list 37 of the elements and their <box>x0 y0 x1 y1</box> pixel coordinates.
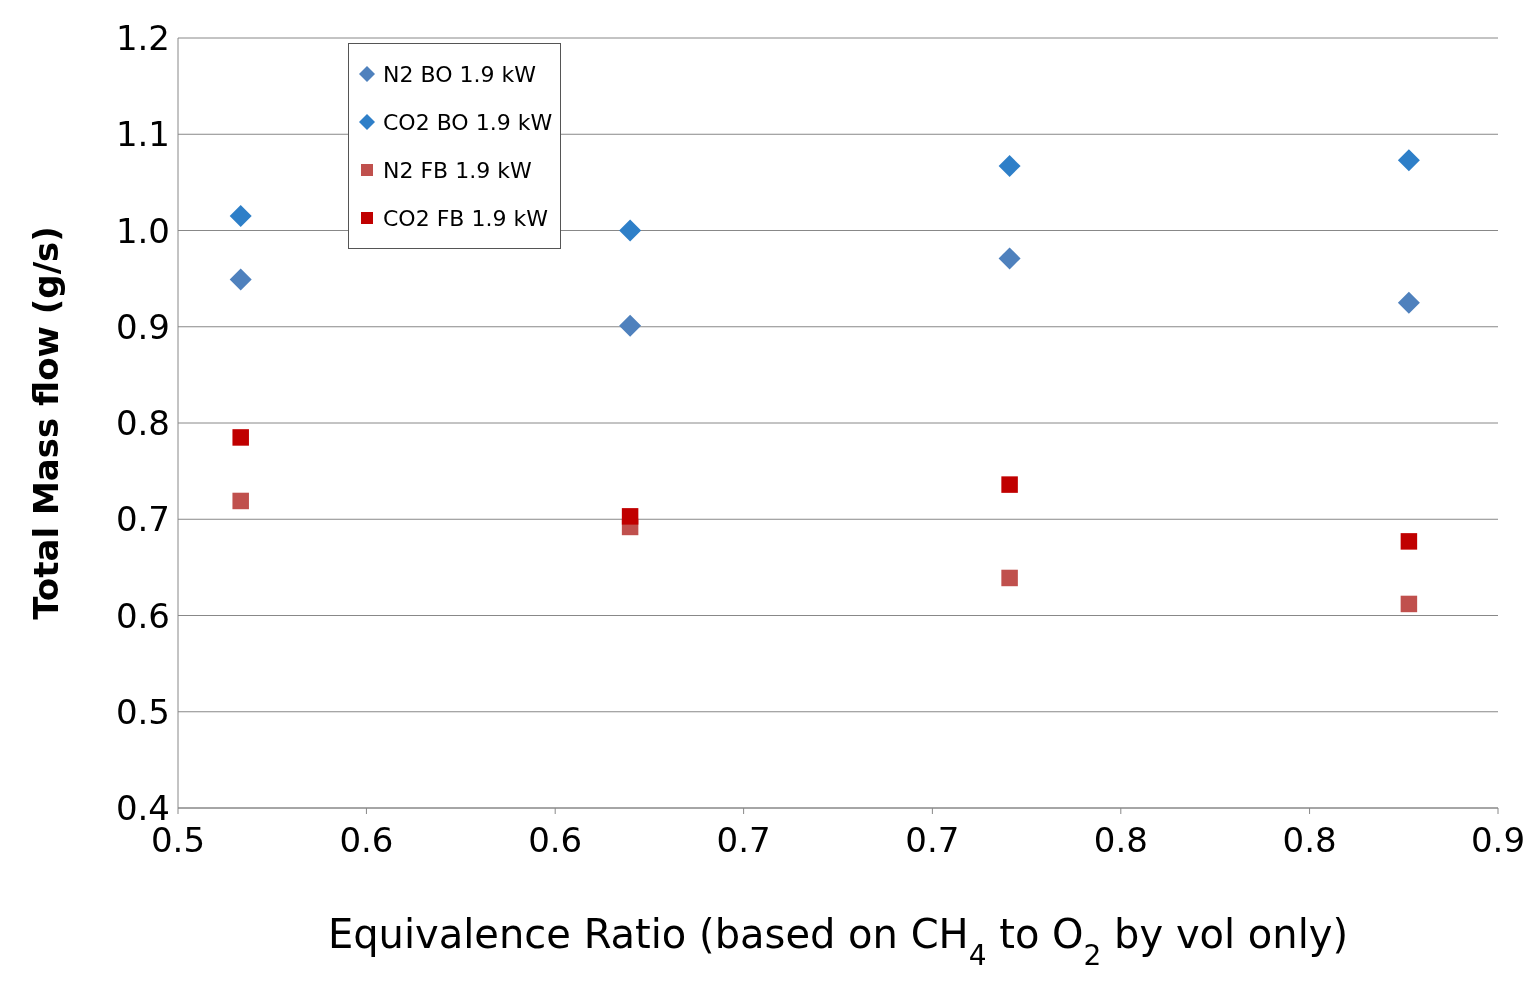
y-tick-label: 0.8 <box>115 403 170 444</box>
point <box>619 219 642 242</box>
y-axis-title: Total Mass flow (g/s) <box>26 226 66 620</box>
x-tick-label: 0.8 <box>1282 820 1337 861</box>
x-tick-label: 0.7 <box>716 820 771 861</box>
x-tick-label: 0.9 <box>1470 820 1526 861</box>
x-tick-label: 0.7 <box>905 820 960 861</box>
x-axis-title: Equivalence Ratio (based on CH$_{4}$ to O$_{2}$ by vol only) <box>327 911 1349 972</box>
legend-label: N2 FB 1.9 kW <box>383 157 532 183</box>
point <box>998 247 1021 270</box>
point <box>1400 533 1418 550</box>
legend-label: N2 BO 1.9 kW <box>383 61 536 87</box>
point <box>1001 476 1018 493</box>
y-tick-label: 0.5 <box>115 691 170 732</box>
x-tick-label: 0.8 <box>1093 820 1148 861</box>
point <box>1397 291 1420 314</box>
point <box>232 429 249 446</box>
y-tick-label: 1.0 <box>115 210 170 251</box>
x-tick-label: 0.6 <box>528 820 583 861</box>
x-tick-label: 0.5 <box>150 820 206 861</box>
y-tick-label: 0.6 <box>115 595 170 636</box>
point <box>998 155 1021 178</box>
point <box>232 492 249 510</box>
point <box>621 508 639 525</box>
point <box>1001 569 1018 587</box>
y-tick-label: 0.9 <box>115 306 170 347</box>
legend-label: CO2 FB 1.9 kW <box>383 205 548 231</box>
y-tick-label: 1.1 <box>115 114 170 155</box>
point <box>619 314 642 337</box>
point <box>229 205 252 228</box>
point <box>1400 595 1418 613</box>
y-tick-label: 1.2 <box>115 18 170 59</box>
point <box>229 268 252 291</box>
x-tick-label: 0.6 <box>339 820 394 861</box>
point <box>1397 149 1420 172</box>
y-tick-label: 0.7 <box>115 499 170 540</box>
legend-label: CO2 BO 1.9 kW <box>383 109 553 135</box>
